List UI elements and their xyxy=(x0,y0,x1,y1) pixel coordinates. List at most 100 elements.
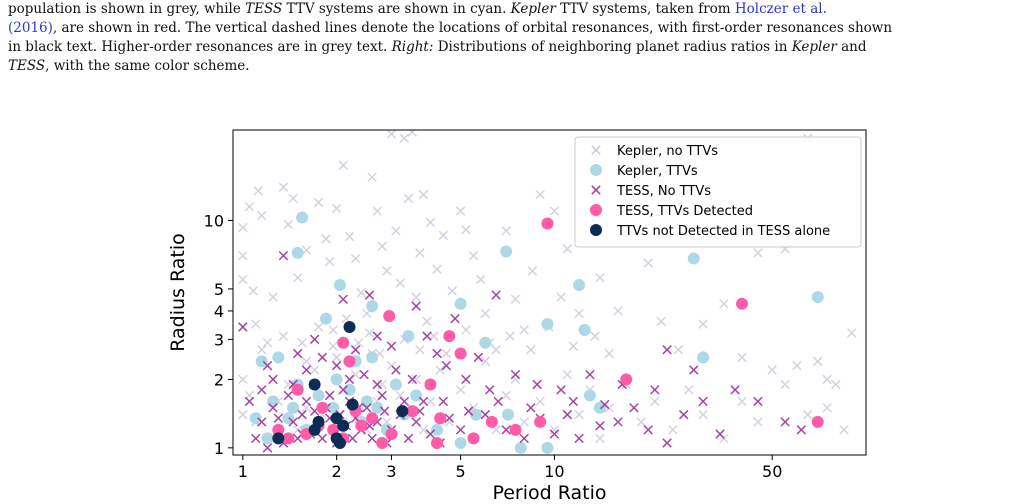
data-point xyxy=(344,231,355,242)
data-point xyxy=(698,396,708,407)
data-point xyxy=(822,374,832,385)
legend-marker xyxy=(590,224,602,236)
data-point xyxy=(296,211,309,224)
data-point xyxy=(438,230,449,241)
data-point xyxy=(292,348,303,359)
x-tick-label: 1 xyxy=(238,462,248,481)
data-point xyxy=(527,266,538,276)
data-point xyxy=(501,425,511,435)
data-point xyxy=(411,417,421,427)
data-point xyxy=(248,286,258,296)
data-point xyxy=(287,401,300,414)
data-point xyxy=(255,355,268,368)
data-point xyxy=(595,433,605,444)
data-point xyxy=(454,297,467,310)
data-point xyxy=(371,401,384,414)
data-point xyxy=(431,423,444,436)
y-tick-label: 2 xyxy=(214,370,224,389)
data-point xyxy=(362,403,372,413)
series-tess-ttvs-detected xyxy=(272,217,824,450)
y-tick-label: 10 xyxy=(204,211,224,230)
data-point xyxy=(556,385,566,395)
data-point xyxy=(438,396,449,407)
data-point xyxy=(238,274,248,285)
data-point xyxy=(391,226,401,236)
data-point xyxy=(244,396,255,407)
legend-label: TESS, No TTVs xyxy=(616,184,711,199)
data-point xyxy=(272,432,285,445)
data-point xyxy=(376,437,389,450)
data-point xyxy=(450,313,460,324)
data-point xyxy=(578,323,591,336)
data-point xyxy=(573,279,586,292)
data-point xyxy=(534,415,547,428)
data-point xyxy=(698,319,708,329)
data-point xyxy=(324,256,335,267)
data-point xyxy=(366,300,379,313)
data-point xyxy=(268,292,278,302)
data-point xyxy=(350,253,361,264)
data-point xyxy=(324,390,335,401)
data-point xyxy=(484,385,495,395)
data-point xyxy=(343,355,356,368)
data-point xyxy=(526,403,536,413)
data-point xyxy=(463,406,474,416)
data-point xyxy=(292,272,303,283)
legend-label: Kepler, TTVs xyxy=(617,164,698,179)
data-point xyxy=(643,425,653,435)
data-point xyxy=(418,396,429,407)
axis-ticks: 1 2 3 5 10 50 1 2 3 4 5 10 xyxy=(204,211,783,481)
data-point xyxy=(715,429,725,439)
data-point xyxy=(847,328,857,338)
data-point xyxy=(425,217,436,228)
data-point xyxy=(297,337,307,348)
citation-year-link[interactable]: (2016) xyxy=(8,20,53,36)
data-point xyxy=(333,437,346,450)
data-point xyxy=(355,419,368,432)
data-point xyxy=(309,334,320,345)
data-point xyxy=(385,428,398,441)
data-point xyxy=(308,378,321,391)
legend-label: Kepler, no TTVs xyxy=(617,144,718,159)
data-point xyxy=(399,396,410,407)
legend-box xyxy=(574,136,862,248)
data-point xyxy=(268,403,278,413)
data-point xyxy=(629,403,639,413)
data-point xyxy=(257,417,267,427)
data-point xyxy=(767,365,777,375)
data-point xyxy=(443,330,456,343)
data-point xyxy=(262,337,273,348)
x-tick-label: 50 xyxy=(762,462,782,481)
data-point xyxy=(331,360,342,371)
data-point xyxy=(526,345,536,355)
data-point xyxy=(473,352,484,363)
data-point xyxy=(434,412,447,425)
data-point xyxy=(813,356,823,367)
data-point xyxy=(317,352,328,363)
citation-link[interactable]: Holczer et al. xyxy=(734,1,827,17)
data-point xyxy=(454,347,467,360)
data-point xyxy=(613,306,623,316)
data-point xyxy=(403,193,414,204)
data-point xyxy=(377,390,387,401)
data-point xyxy=(386,341,397,351)
data-point xyxy=(331,203,342,214)
data-point xyxy=(330,373,343,386)
data-point xyxy=(321,234,331,244)
data-point xyxy=(780,417,790,427)
data-point xyxy=(590,331,600,341)
data-point xyxy=(337,419,350,432)
data-point xyxy=(261,432,274,445)
data-point xyxy=(415,345,425,355)
data-point xyxy=(272,351,285,364)
data-point xyxy=(244,201,255,212)
data-point xyxy=(562,244,573,254)
figure-caption: population is shown in grey, while TESS … xyxy=(8,1,893,74)
data-point xyxy=(278,331,289,341)
data-point xyxy=(444,413,455,423)
data-point xyxy=(455,385,466,395)
data-point xyxy=(424,378,437,391)
data-point xyxy=(673,345,684,355)
data-point xyxy=(501,226,511,236)
y-tick-label: 5 xyxy=(214,280,224,299)
